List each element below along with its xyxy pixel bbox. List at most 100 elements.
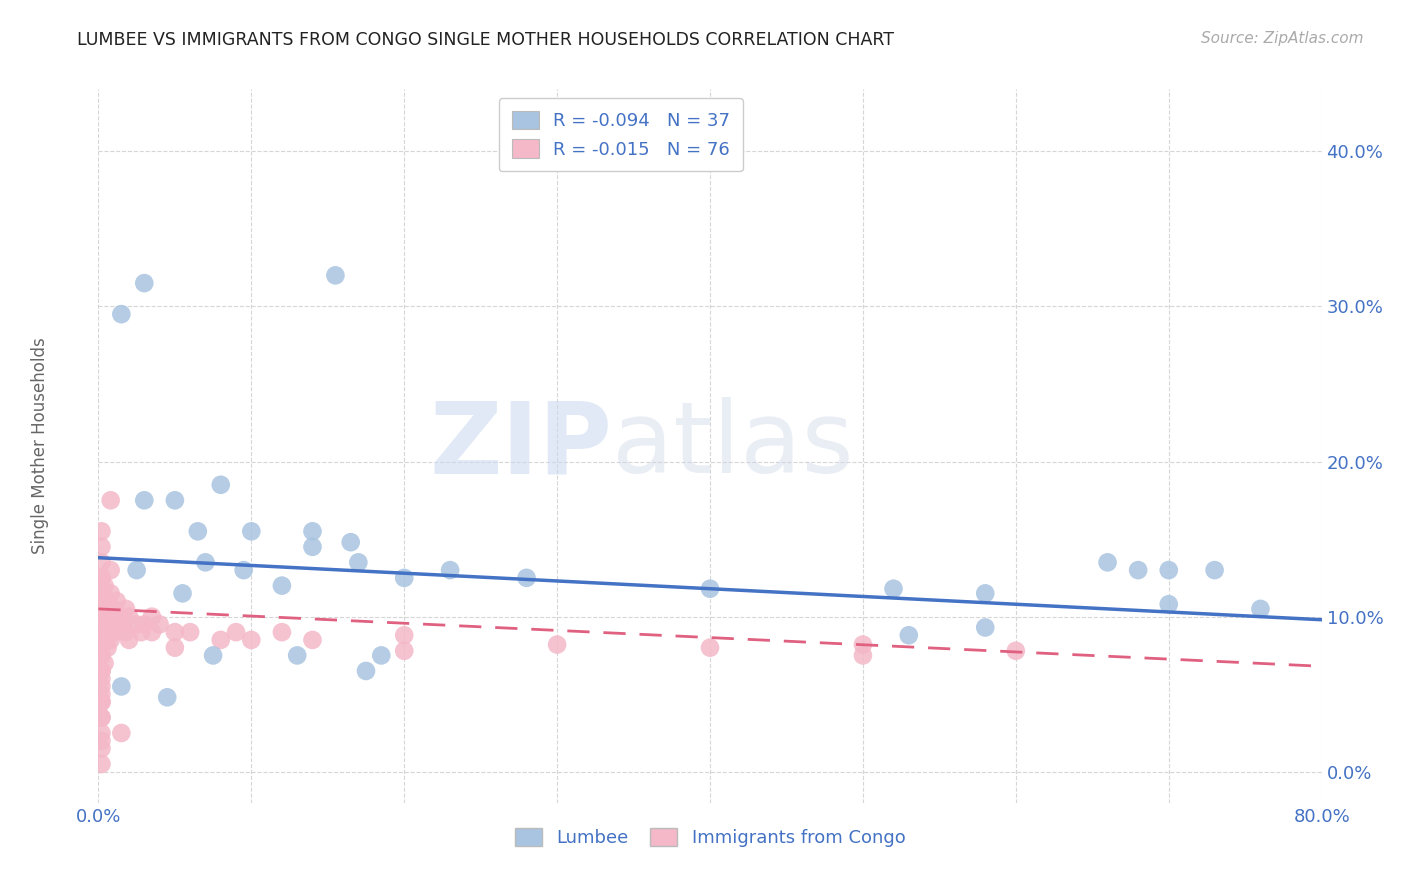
Point	[90, 571, 112, 585]
Point	[1157, 597, 1180, 611]
Point	[100, 563, 122, 577]
Point	[100, 609, 122, 624]
Point	[90, 540, 112, 554]
Point	[209, 632, 232, 647]
Point	[1128, 563, 1150, 577]
Point	[110, 680, 132, 694]
Point	[370, 648, 392, 663]
Point	[90, 632, 112, 647]
Point	[90, 664, 112, 678]
Point	[225, 625, 247, 640]
Point	[90, 586, 112, 600]
Point	[125, 617, 148, 632]
Point	[699, 640, 721, 655]
Point	[118, 609, 141, 624]
Point	[90, 757, 112, 772]
Point	[141, 625, 163, 640]
Point	[90, 672, 112, 686]
Point	[392, 628, 416, 642]
Point	[90, 726, 112, 740]
Point	[179, 625, 201, 640]
Point	[90, 648, 112, 663]
Point	[325, 268, 347, 283]
Point	[163, 625, 186, 640]
Point	[852, 648, 875, 663]
Point	[347, 555, 370, 569]
Point	[546, 638, 568, 652]
Point	[392, 644, 416, 658]
Point	[852, 638, 875, 652]
Point	[90, 524, 112, 539]
Point	[240, 632, 263, 647]
Point	[100, 493, 122, 508]
Point	[90, 710, 112, 724]
Point	[90, 640, 112, 655]
Point	[90, 625, 112, 640]
Point	[209, 477, 232, 491]
Point	[149, 617, 172, 632]
Text: Source: ZipAtlas.com: Source: ZipAtlas.com	[1201, 31, 1364, 46]
Point	[90, 695, 112, 709]
Point	[129, 625, 152, 640]
Point	[90, 617, 112, 632]
Point	[240, 524, 263, 539]
Point	[125, 563, 148, 577]
Point	[270, 625, 292, 640]
Point	[118, 632, 141, 647]
Point	[1204, 563, 1226, 577]
Point	[90, 602, 112, 616]
Point	[115, 602, 138, 616]
Point	[699, 582, 721, 596]
Point	[134, 617, 156, 632]
Point	[202, 648, 225, 663]
Point	[516, 571, 538, 585]
Point	[194, 555, 217, 569]
Point	[1249, 602, 1271, 616]
Point	[90, 648, 112, 663]
Point	[97, 594, 120, 608]
Point	[141, 609, 163, 624]
Point	[883, 582, 905, 596]
Legend: Lumbee, Immigrants from Congo: Lumbee, Immigrants from Congo	[503, 817, 917, 858]
Point	[897, 628, 920, 642]
Point	[105, 594, 128, 608]
Point	[134, 276, 156, 290]
Point	[1157, 563, 1180, 577]
Point	[301, 524, 323, 539]
Point	[103, 602, 125, 616]
Point	[93, 656, 115, 670]
Point	[187, 524, 209, 539]
Point	[156, 690, 179, 705]
Text: atlas: atlas	[612, 398, 853, 494]
Point	[90, 664, 112, 678]
Point	[97, 617, 120, 632]
Point	[90, 594, 112, 608]
Text: ZIP: ZIP	[429, 398, 612, 494]
Point	[93, 579, 115, 593]
Point	[90, 617, 112, 632]
Point	[90, 687, 112, 701]
Point	[108, 609, 131, 624]
Point	[172, 586, 194, 600]
Point	[1004, 644, 1026, 658]
Point	[110, 307, 132, 321]
Point	[301, 540, 323, 554]
Point	[974, 620, 997, 634]
Point	[232, 563, 254, 577]
Point	[111, 617, 134, 632]
Point	[90, 695, 112, 709]
Point	[90, 741, 112, 756]
Point	[100, 632, 122, 647]
Point	[285, 648, 308, 663]
Point	[163, 493, 186, 508]
Y-axis label: Single Mother Households: Single Mother Households	[31, 338, 49, 554]
Point	[90, 617, 112, 632]
Point	[90, 555, 112, 569]
Point	[90, 571, 112, 585]
Point	[115, 625, 138, 640]
Point	[301, 632, 323, 647]
Point	[105, 617, 128, 632]
Point	[90, 710, 112, 724]
Point	[90, 602, 112, 616]
Point	[90, 571, 112, 585]
